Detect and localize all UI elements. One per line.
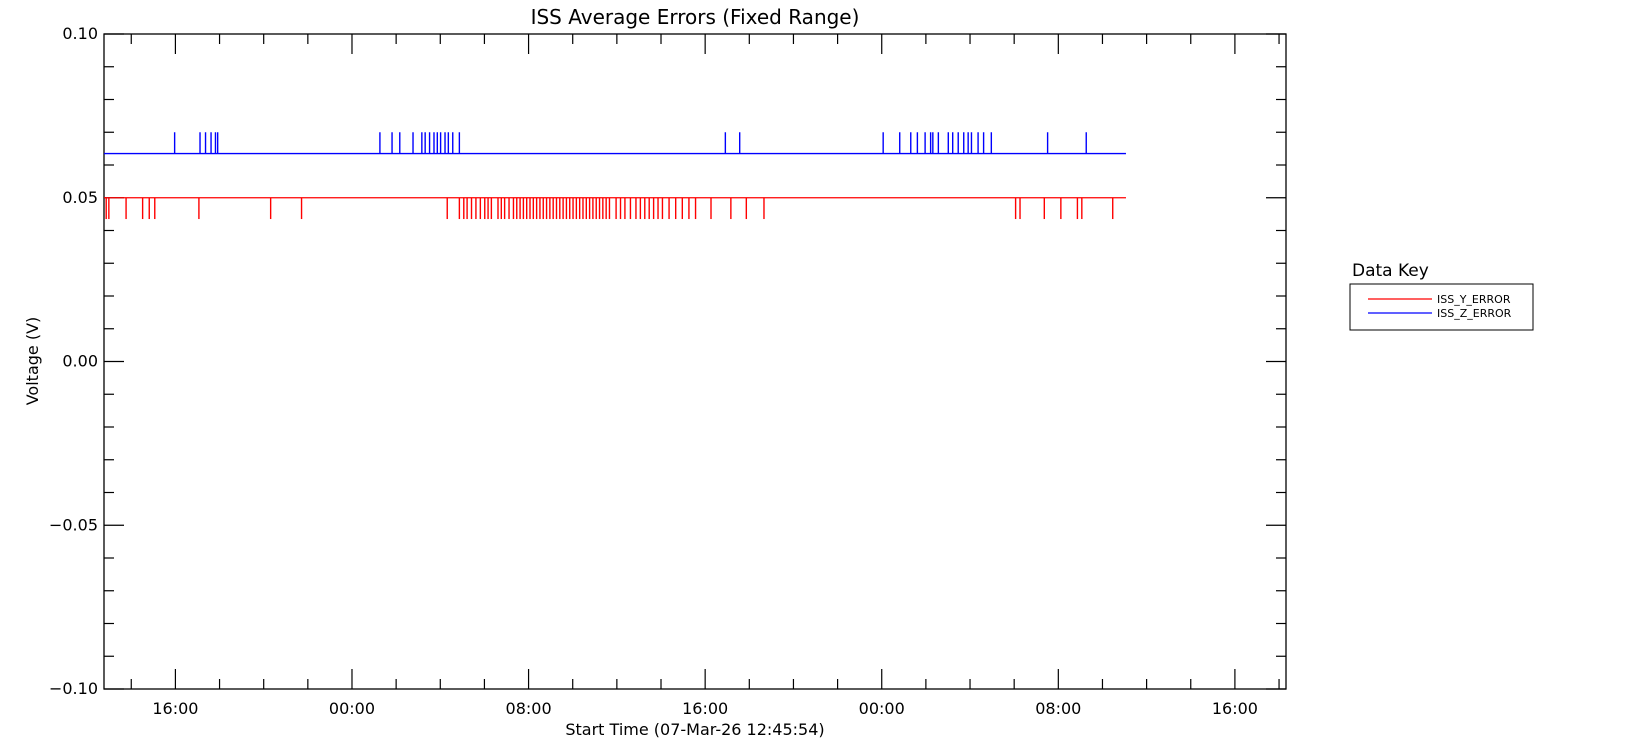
- legend-title: Data Key: [1352, 261, 1429, 281]
- x-axis: 16:00 00:00 08:00 16:00 00:00 08:00 16:00: [130, 34, 1280, 718]
- legend-label-iss-y-error: ISS_Y_ERROR: [1437, 293, 1511, 306]
- x-tick-label: 16:00: [682, 699, 728, 718]
- series-layer: [104, 132, 1126, 220]
- y-tick-label: 0.05: [62, 188, 98, 207]
- x-tick-label: 16:00: [152, 699, 198, 718]
- y-tick-label: 0.10: [62, 24, 98, 43]
- legend-label-iss-z-error: ISS_Z_ERROR: [1437, 307, 1512, 320]
- plot-frame: [103, 33, 1287, 690]
- legend: Data Key ISS_Y_ERROR ISS_Z_ERROR: [1349, 261, 1534, 331]
- x-axis-label: Start Time (07-Mar-26 12:45:54): [565, 720, 824, 739]
- x-tick-label: 08:00: [1035, 699, 1081, 718]
- y-tick-label: −0.05: [49, 515, 98, 534]
- series-iss-y-error: [104, 197, 1126, 220]
- x-tick-label: 00:00: [859, 699, 905, 718]
- series-iss-z-error: [104, 132, 1126, 155]
- y-tick-label: 0.00: [62, 352, 98, 371]
- chart-title: ISS Average Errors (Fixed Range): [531, 5, 860, 29]
- x-tick-label: 16:00: [1212, 699, 1258, 718]
- x-tick-label: 00:00: [329, 699, 375, 718]
- y-tick-label: −0.10: [49, 679, 98, 698]
- x-tick-label: 08:00: [506, 699, 552, 718]
- legend-box: [1349, 283, 1534, 331]
- y-axis: 0.10 0.05 0.00 −0.05 −0.10: [49, 24, 1286, 698]
- y-axis-label: Voltage (V): [23, 317, 42, 406]
